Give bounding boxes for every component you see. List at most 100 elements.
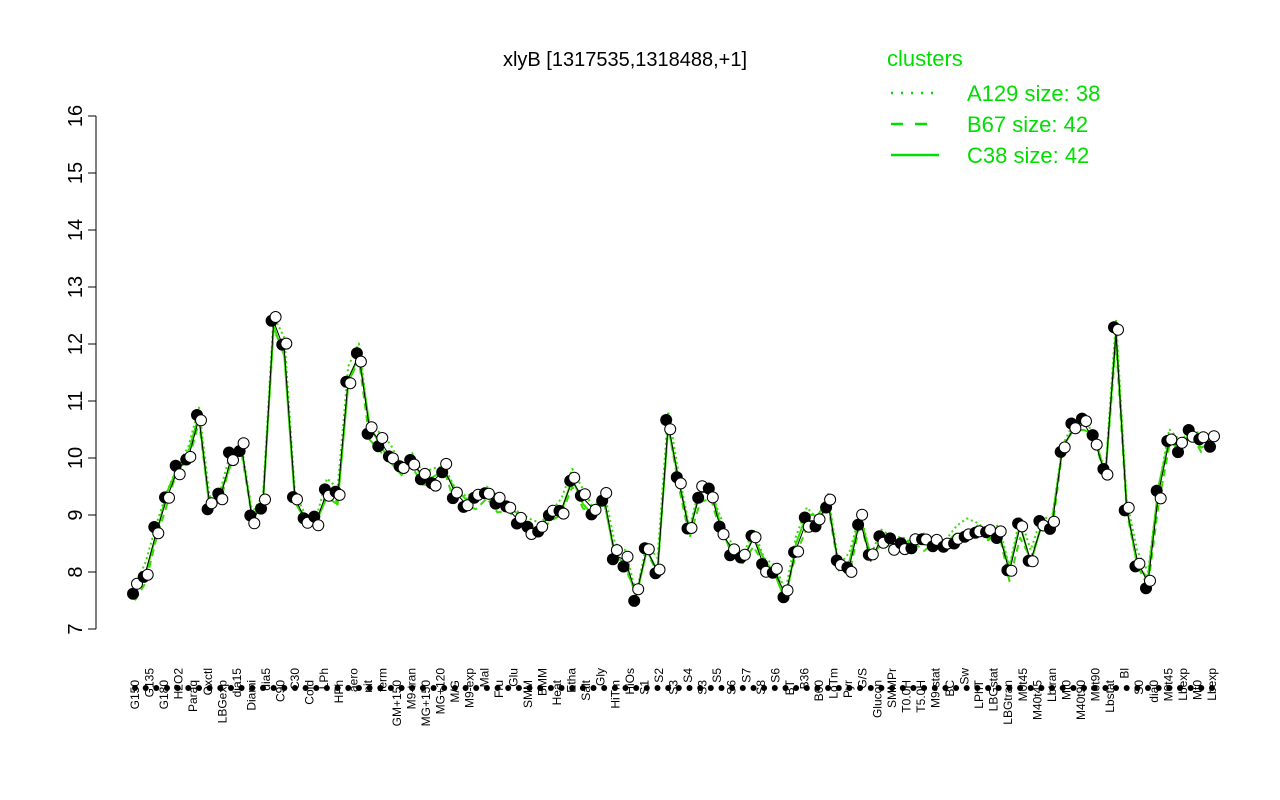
rug-mark	[622, 685, 629, 691]
data-point-open	[184, 450, 197, 463]
data-point-open	[568, 471, 581, 484]
rug-mark	[771, 685, 778, 691]
x-tick-label: Lbexp	[1176, 668, 1190, 701]
rug-mark	[665, 685, 672, 691]
data-point-open	[674, 477, 687, 490]
data-point-open	[216, 493, 229, 506]
rug-mark	[750, 685, 757, 691]
data-point-open	[408, 458, 421, 471]
data-point-open	[557, 507, 570, 520]
rug-mark	[217, 685, 224, 691]
x-tick-label: M40t45	[1030, 680, 1044, 720]
rug-mark	[921, 685, 928, 691]
data-point-open	[706, 491, 719, 504]
x-tick-label: Paraq	[186, 680, 200, 712]
x-tick-label: ferm	[375, 668, 389, 692]
x-tick-label: LPh	[317, 668, 331, 689]
x-tick-label: HPh	[332, 680, 346, 703]
rug-mark	[1059, 685, 1066, 691]
data-point-open	[195, 414, 207, 427]
rug-mark	[451, 685, 458, 691]
y-tick-label: 13	[65, 276, 87, 298]
chart-title: xlyB [1317535,1318488,+1]	[503, 49, 747, 71]
data-point-filled	[692, 491, 705, 504]
rug-mark	[867, 685, 874, 691]
data-point-open	[386, 452, 399, 465]
x-tick-label: dia0	[1147, 680, 1161, 703]
series-lines	[134, 314, 1213, 603]
legend-label: B67 size: 42	[967, 112, 1088, 137]
rug-mark	[697, 685, 704, 691]
x-tick-label: T0.0H	[899, 680, 913, 713]
rug-mark	[164, 685, 170, 691]
y-axis	[88, 115, 97, 630]
x-tick-label: B36	[798, 668, 812, 690]
data-point-open	[1112, 323, 1124, 336]
rug-mark	[899, 685, 906, 691]
x-tick-label: Cold	[303, 680, 317, 705]
rug-mark	[633, 685, 640, 691]
x-tick-label: GM+150	[390, 680, 404, 727]
y-tick-label: 10	[65, 447, 87, 469]
rug-mark	[1209, 685, 1215, 691]
x-tick-label: LBGexp	[215, 680, 229, 724]
rug-mark	[1081, 685, 1087, 691]
rug-mark	[462, 685, 469, 691]
rug-mark	[601, 685, 608, 691]
x-tick-label: C30	[288, 668, 302, 690]
legend: clusters A129 size: 38 B67 size: 42 C38 si…	[887, 46, 1100, 168]
y-tick-label: 12	[65, 333, 87, 355]
x-tick-label: nit	[361, 679, 375, 692]
rug-mark	[1134, 685, 1141, 691]
x-tick-label: Lbstat	[1103, 679, 1117, 712]
x-tick-label: Heat	[550, 679, 564, 705]
rug-mark	[473, 685, 480, 691]
rug-mark	[185, 685, 192, 691]
rug-mark	[206, 685, 213, 691]
rug-mark	[590, 685, 597, 691]
x-tick-label: MG+150	[419, 680, 433, 727]
plot-frame	[96, 116, 1216, 629]
rug-mark	[910, 685, 917, 691]
x-tick-label: dia15	[230, 668, 244, 698]
data-point-open	[504, 501, 517, 514]
data-point-open	[312, 519, 325, 532]
legend-title: clusters	[887, 46, 963, 71]
x-tick-label: H2O2	[172, 668, 186, 700]
x-tick-label: SMMPr	[885, 668, 899, 708]
x-tick-label: HiOs	[623, 668, 637, 695]
rug-mark	[718, 685, 725, 691]
x-tick-label: M9-stat	[929, 667, 943, 708]
data-point-open	[536, 520, 549, 533]
rug-mark	[260, 685, 266, 691]
data-point-open	[866, 548, 879, 561]
x-tick-label: M9-exp	[463, 668, 477, 708]
x-tick-label: BT	[783, 679, 797, 695]
data-point-open	[589, 503, 602, 516]
x-tick-label: S7	[739, 668, 753, 683]
data-point-open	[578, 488, 591, 501]
data-point-open	[1176, 436, 1188, 449]
data-point-open	[397, 462, 410, 474]
x-tick-label: Mt0	[1190, 680, 1204, 700]
x-tick-label: S1	[637, 680, 651, 695]
rug-mark	[323, 685, 330, 691]
rug-mark	[494, 685, 501, 691]
rug-mark	[526, 685, 533, 691]
data-point-open	[781, 584, 794, 597]
x-tick-label: S0	[1132, 680, 1146, 695]
data-point-open	[1080, 415, 1092, 428]
rug-mark	[825, 685, 832, 691]
x-tick-label: SMM	[521, 680, 535, 708]
rug-mark	[1166, 685, 1173, 691]
data-point-open	[461, 499, 474, 512]
rug-mark	[281, 685, 288, 691]
data-point-filled	[628, 594, 641, 607]
data-point-open	[1122, 501, 1135, 514]
rug-mark	[1145, 685, 1151, 691]
x-tick-label: M9-tran	[405, 668, 419, 709]
rug-mark	[547, 685, 554, 691]
x-tick-label: G135	[143, 668, 157, 698]
x-tick-label: LoTm	[827, 668, 841, 699]
